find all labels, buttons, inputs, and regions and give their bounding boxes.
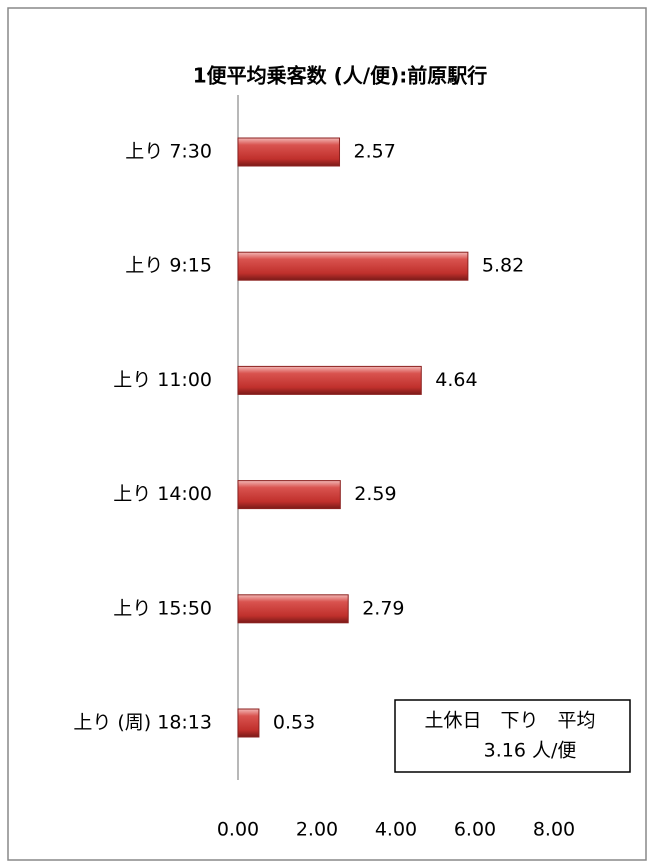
bar (237, 137, 341, 167)
bar (237, 594, 349, 624)
y-tick-label: 上り 15:50 (113, 597, 212, 619)
x-tick-label: 0.00 (217, 819, 259, 841)
chart-title: 1便平均乗客数 (人/便):前原駅行 (193, 64, 487, 88)
x-tick-label: 2.00 (296, 819, 338, 841)
x-tick-label: 6.00 (454, 819, 496, 841)
y-tick-label: 上り 7:30 (125, 141, 212, 163)
bar (237, 251, 469, 281)
data-label: 4.64 (435, 369, 477, 391)
annotation: 3.16 人/便 (484, 740, 577, 762)
data-label: 2.59 (354, 483, 396, 505)
bar (237, 708, 260, 738)
annotation-box (394, 699, 631, 773)
y-tick-label: 上り (周) 18:13 (73, 712, 212, 734)
data-label: 0.53 (273, 712, 315, 734)
bar (237, 365, 422, 395)
bar (237, 480, 341, 510)
data-label: 2.57 (354, 141, 396, 163)
y-tick-label: 上り 9:15 (125, 255, 212, 277)
x-tick-label: 4.00 (375, 819, 417, 841)
annotation: 土休日 下り 平均 (424, 710, 595, 732)
y-tick-label: 上り 14:00 (113, 483, 212, 505)
data-label: 2.79 (362, 597, 404, 619)
data-label: 5.82 (482, 255, 524, 277)
y-tick-label: 上り 11:00 (113, 369, 212, 391)
x-tick-label: 8.00 (533, 819, 575, 841)
